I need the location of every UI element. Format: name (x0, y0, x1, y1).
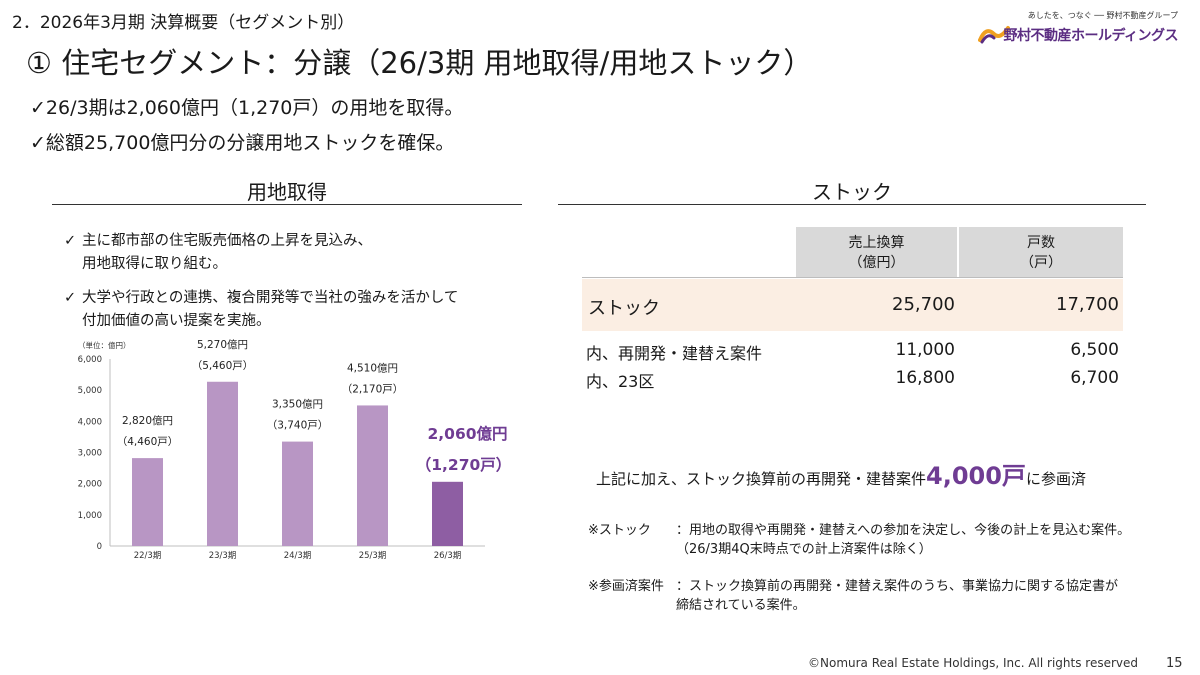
chart-bar (282, 441, 313, 546)
participation-text-post: に参画済 (1025, 470, 1086, 488)
chart-bar (432, 481, 463, 546)
y-tick-label: 5,000 (78, 386, 102, 396)
row-label: 内、23区 (586, 372, 655, 391)
note-desc: ：用地の取得や再開発・建替えへの参加を決定し、今後の計上を見込む案件。 （26/… (676, 523, 1131, 557)
row-units: 6,700 (1070, 368, 1119, 388)
y-tick-label: 6,000 (78, 355, 102, 365)
bar-data-label-amount: 2,060億円 (427, 424, 507, 443)
x-tick-label: 23/3期 (209, 551, 237, 561)
y-tick-label: 3,000 (78, 449, 102, 459)
participation-count: 4,000戸 (926, 462, 1026, 490)
bar-data-label-amount: 4,510億円 (347, 361, 398, 374)
nomura-logo-icon (978, 26, 1010, 44)
x-tick-label: 26/3期 (434, 551, 462, 561)
note-term: ※参画済案件 (588, 579, 664, 594)
chart-bar (357, 405, 388, 546)
right-heading-divider (558, 204, 1146, 205)
page-number: 15 (1166, 656, 1183, 671)
x-tick-label: 24/3期 (284, 551, 312, 561)
table-row: 内、23区 16,800 6,700 (582, 368, 1123, 394)
x-tick-label: 22/3期 (134, 551, 162, 561)
row-sales: 16,800 (895, 368, 955, 388)
y-tick-label: 0 (97, 542, 102, 552)
row-sales: 11,000 (895, 340, 955, 360)
section-title: 2．2026年3月期 決算概要（セグメント別） (12, 13, 355, 33)
bar-data-label-amount: 3,350億円 (272, 398, 323, 411)
land-acquisition-chart: （単位：億円） 0 1,000 2,000 3,000 4,000 5,000 6,000 22… (78, 338, 512, 561)
note-desc: ：ストック換算前の再開発・建替え案件のうち、事業協力に関する協定書が 締結されて… (676, 579, 1119, 613)
table-header-divider (582, 277, 1123, 278)
left-heading-divider (52, 204, 522, 205)
left-bullet-text: 主に都市部の住宅販売価格の上昇を見込み、 用地取得に取り組む。 (82, 233, 372, 272)
y-tick-label: 4,000 (78, 417, 102, 427)
y-tick-label: 1,000 (78, 511, 102, 521)
y-tick-label: 2,000 (78, 480, 102, 490)
logo-company-name: 野村不動産ホールディングス (1003, 28, 1178, 44)
summary-bullet: ✓26/3期は2,060億円（1,270戸）の用地を取得。 (30, 97, 464, 119)
left-bullet-2: ✓ 大学や行政との連携、複合開発等で当社の強みを活かして 付加価値の高い提案を実… (64, 287, 524, 335)
note-term: ※ストック (588, 523, 651, 538)
row-sales: 25,700 (892, 294, 955, 315)
bar-data-label-units: （5,460戸） (192, 360, 254, 372)
summary-bullet: ✓総額25,700億円分の分譲用地ストックを確保。 (30, 132, 455, 154)
left-bullet-1: ✓ 主に都市部の住宅販売価格の上昇を見込み、 用地取得に取り組む。 (64, 230, 524, 278)
logo-tagline: あしたを、つなぐ ── 野村不動産グループ (1027, 11, 1178, 20)
table-row-stock: ストック 25,700 17,700 (582, 279, 1123, 331)
left-panel-heading: 用地取得 (247, 180, 327, 204)
chart-bar (207, 381, 238, 546)
right-panel-heading: ストック (812, 180, 892, 204)
bar-data-label-amount: 2,820億円 (122, 414, 173, 427)
bar-data-label-units: （2,170戸） (342, 383, 404, 395)
row-label: ストック (588, 298, 660, 319)
x-tick-label: 25/3期 (359, 551, 387, 561)
participation-text-pre: 上記に加え、ストック換算前の再開発・建替案件 (596, 470, 927, 488)
bar-data-label-amount: 5,270億円 (197, 338, 248, 351)
row-units: 6,500 (1070, 340, 1119, 360)
page-title: ① 住宅セグメント：分譲（26/3期 用地取得/用地ストック） (26, 46, 813, 80)
table-header-sales: 売上換算 （億円） (796, 227, 957, 277)
participation-summary: 上記に加え、ストック換算前の再開発・建替案件4,000戸に参画済 (596, 456, 1086, 491)
chart-bar (132, 458, 163, 546)
bar-data-label-units: （3,740戸） (267, 420, 329, 432)
row-label: 内、再開発・建替え案件 (586, 344, 763, 363)
check-icon: ✓ (64, 290, 77, 306)
check-icon: ✓ (64, 233, 77, 249)
company-logo: あしたを、つなぐ ── 野村不動産グループ 野村不動産ホールディングス (978, 10, 1178, 46)
bar-data-label-units: （4,460戸） (117, 436, 179, 448)
left-bullet-text: 大学や行政との連携、複合開発等で当社の強みを活かして 付加価値の高い提案を実施。 (82, 290, 459, 329)
chart-unit-label: （単位：億円） (78, 340, 131, 350)
row-units: 17,700 (1056, 294, 1119, 315)
bar-data-label-units: （1,270戸） (416, 456, 512, 474)
copyright: ©Nomura Real Estate Holdings, Inc. All r… (808, 656, 1138, 670)
table-row: 内、再開発・建替え案件 11,000 6,500 (582, 340, 1123, 366)
table-header-units: 戸数 （戸） (959, 227, 1123, 277)
